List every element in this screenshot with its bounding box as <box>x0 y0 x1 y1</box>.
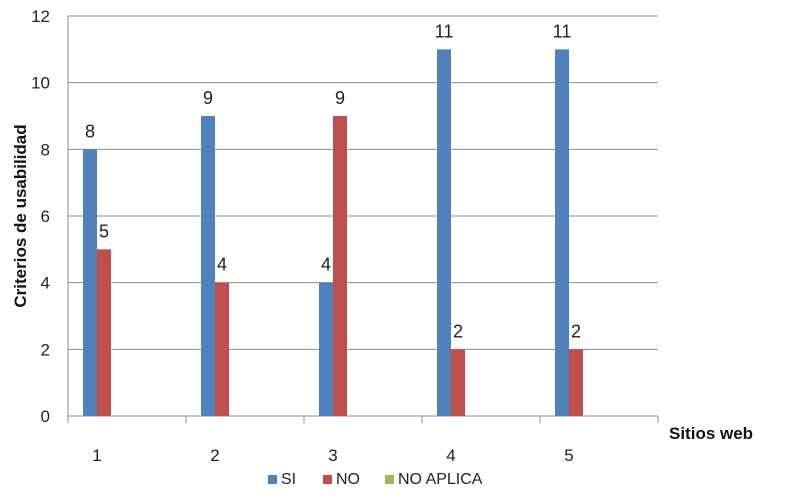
y-tick-label: 12 <box>31 7 50 26</box>
bar-no-3 <box>333 116 347 416</box>
bar-si-5 <box>555 49 569 416</box>
data-label: 2 <box>571 321 581 341</box>
data-label: 11 <box>553 21 572 41</box>
x-tick-label: 3 <box>328 446 337 465</box>
bar-no-1 <box>97 249 111 416</box>
y-axis-ticks: 0 2 4 6 8 10 12 <box>31 7 50 426</box>
y-tick-label: 6 <box>41 207 50 226</box>
data-label: 4 <box>321 255 331 275</box>
y-tick-label: 10 <box>31 74 50 93</box>
x-tick-label: 2 <box>210 446 219 465</box>
x-tick-label: 1 <box>92 446 101 465</box>
data-label: 9 <box>335 88 345 108</box>
y-tick-label: 4 <box>41 274 50 293</box>
legend-label-no-aplica: NO APLICA <box>398 471 483 488</box>
x-axis-ticks: 1 2 3 4 5 <box>92 446 573 465</box>
legend-swatch-si <box>268 475 277 484</box>
y-tick-label: 0 <box>41 407 50 426</box>
x-tick-label: 4 <box>446 446 455 465</box>
legend-swatch-no-aplica <box>385 475 394 484</box>
y-tick-label: 8 <box>41 140 50 159</box>
data-label: 2 <box>453 321 463 341</box>
data-label: 5 <box>99 221 109 241</box>
data-labels: 8 9 4 11 11 5 4 9 2 2 <box>85 21 581 341</box>
bar-no-5 <box>569 349 583 416</box>
data-label: 11 <box>435 21 454 41</box>
bar-si-3 <box>319 282 333 416</box>
data-label: 8 <box>85 121 95 141</box>
bar-si-1 <box>83 149 97 417</box>
bar-si-4 <box>437 49 451 416</box>
bar-no-4 <box>451 349 465 416</box>
legend: SI NO NO APLICA <box>268 471 483 488</box>
gridlines <box>67 15 659 423</box>
data-label: 9 <box>203 88 213 108</box>
y-tick-label: 2 <box>41 340 50 359</box>
x-tick-label: 5 <box>564 446 573 465</box>
y-axis-title: Criterios de usabilidad <box>11 124 30 307</box>
legend-label-no: NO <box>336 471 360 488</box>
bar-si-2 <box>201 116 215 416</box>
legend-swatch-no <box>323 475 332 484</box>
legend-label-si: SI <box>281 471 296 488</box>
x-axis-title: Sitios web <box>669 424 753 443</box>
bar-no-2 <box>215 282 229 416</box>
bars <box>83 49 583 417</box>
data-label: 4 <box>217 255 227 275</box>
